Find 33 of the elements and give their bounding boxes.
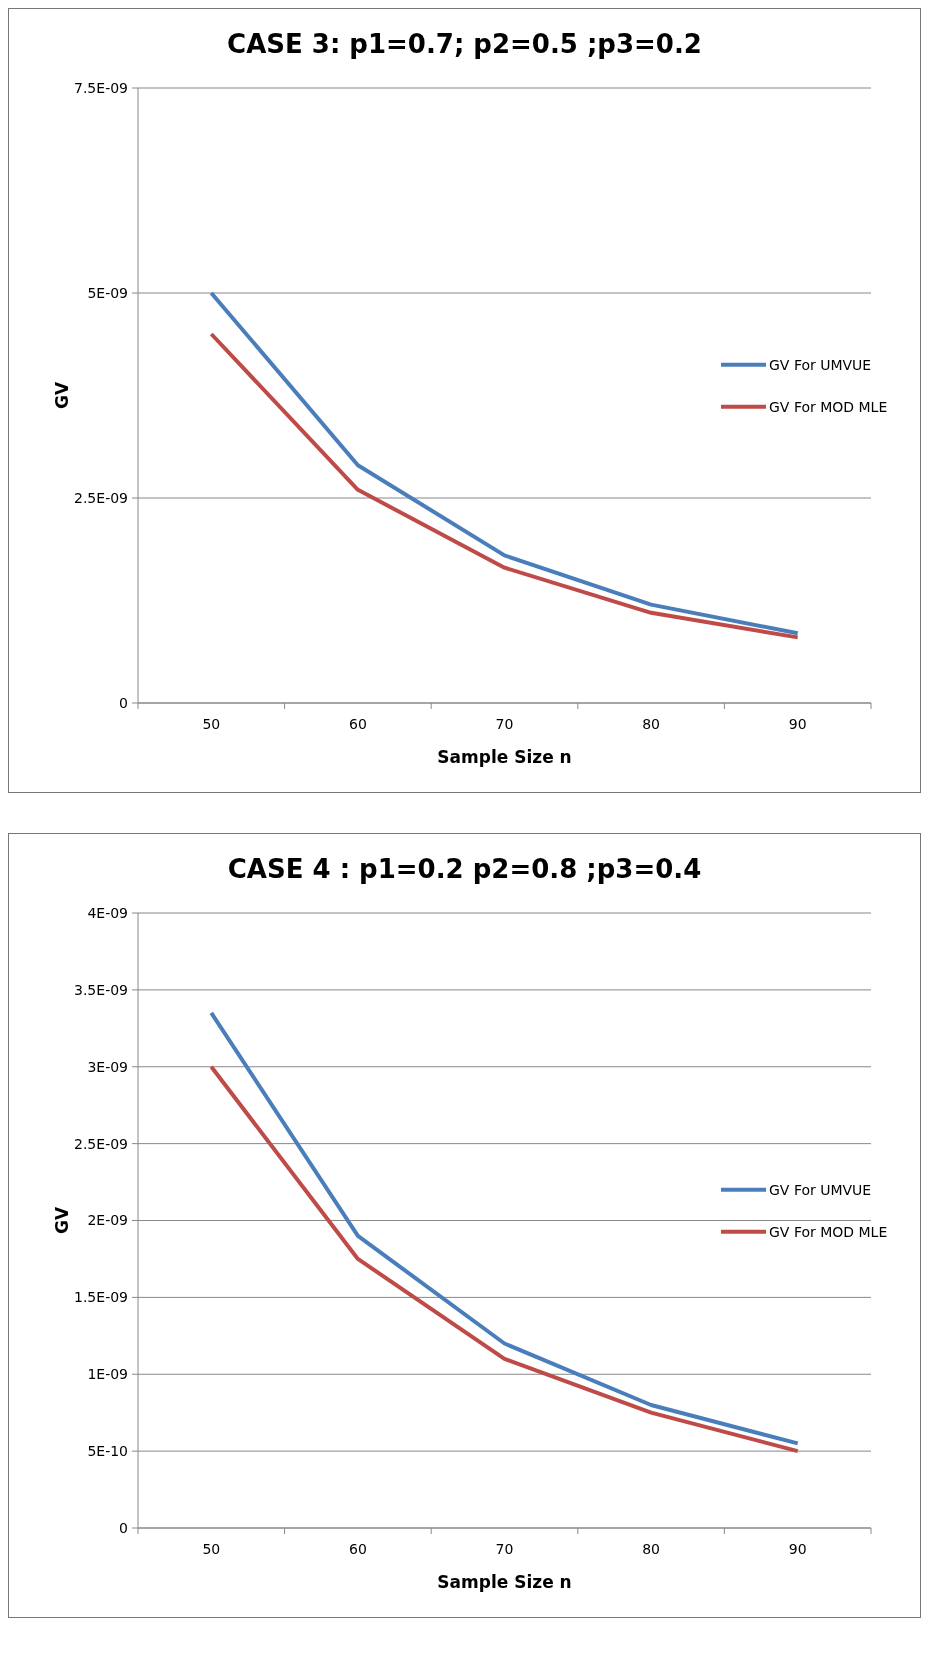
x-tick-label: 70 xyxy=(495,716,514,732)
y-tick-label: 5E-09 xyxy=(87,284,128,301)
y-tick-label: 0 xyxy=(119,694,128,711)
x-tick-label: 60 xyxy=(348,716,367,732)
legend-label: GV For MOD MLE xyxy=(769,398,888,415)
y-tick-label: 1E-09 xyxy=(87,1366,128,1383)
y-axis-title: GV xyxy=(52,381,72,410)
y-tick-label: 2.5E-09 xyxy=(74,1135,128,1152)
legend-label: GV For UMVUE xyxy=(769,356,872,373)
chart-title: CASE 3: p1=0.7; p2=0.5 ;p3=0.2 xyxy=(227,29,702,59)
y-tick-label: 0 xyxy=(119,1519,128,1536)
y-tick-label: 3E-09 xyxy=(87,1058,128,1075)
x-tick-label: 90 xyxy=(788,716,807,732)
x-axis-title: Sample Size n xyxy=(437,747,572,767)
legend-label: GV For UMVUE xyxy=(769,1181,872,1198)
x-tick-label: 80 xyxy=(642,716,661,732)
y-tick-label: 5E-10 xyxy=(87,1443,128,1460)
x-tick-label: 70 xyxy=(495,1541,514,1557)
legend-label: GV For MOD MLE xyxy=(769,1223,888,1240)
y-tick-label: 2E-09 xyxy=(87,1212,128,1229)
y-tick-label: 4E-09 xyxy=(87,904,128,921)
y-axis-title: GV xyxy=(52,1206,72,1235)
chart-title: CASE 4 : p1=0.2 p2=0.8 ;p3=0.4 xyxy=(227,854,702,884)
x-tick-label: 60 xyxy=(348,1541,367,1557)
x-axis-title: Sample Size n xyxy=(437,1572,572,1592)
x-tick-label: 50 xyxy=(202,1541,221,1557)
y-tick-label: 7.5E-09 xyxy=(74,79,128,96)
y-tick-label: 2.5E-09 xyxy=(74,489,128,506)
y-tick-label: 3.5E-09 xyxy=(74,981,128,998)
y-tick-label: 1.5E-09 xyxy=(74,1289,128,1306)
x-tick-label: 90 xyxy=(788,1541,807,1557)
x-tick-label: 80 xyxy=(642,1541,661,1557)
x-tick-label: 50 xyxy=(202,716,221,732)
